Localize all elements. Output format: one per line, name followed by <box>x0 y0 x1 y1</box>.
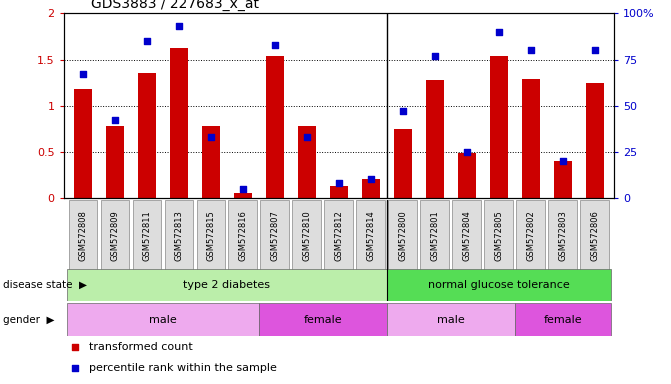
Text: GSM572814: GSM572814 <box>366 210 375 261</box>
FancyBboxPatch shape <box>293 200 321 271</box>
Bar <box>298 126 315 198</box>
FancyBboxPatch shape <box>452 200 481 271</box>
Text: GSM572801: GSM572801 <box>430 210 440 261</box>
Text: male: male <box>437 314 465 325</box>
Point <box>589 47 600 53</box>
Text: GSM572806: GSM572806 <box>590 210 599 261</box>
Point <box>429 53 440 59</box>
FancyBboxPatch shape <box>580 200 609 271</box>
Point <box>433 56 444 63</box>
Point <box>109 117 120 123</box>
Bar <box>170 48 188 198</box>
Text: GSM572803: GSM572803 <box>558 210 567 261</box>
Point <box>238 185 248 192</box>
Point <box>433 248 444 255</box>
Point <box>174 23 185 30</box>
Bar <box>266 56 284 198</box>
Point <box>558 158 568 164</box>
Text: GSM572809: GSM572809 <box>111 210 119 261</box>
Text: male: male <box>149 314 176 325</box>
Text: transformed count: transformed count <box>89 342 193 352</box>
Point <box>462 149 472 155</box>
Bar <box>202 126 219 198</box>
Text: female: female <box>303 314 342 325</box>
Bar <box>138 73 156 198</box>
Bar <box>234 193 252 198</box>
FancyBboxPatch shape <box>548 200 577 271</box>
Text: GSM572805: GSM572805 <box>495 210 503 261</box>
FancyBboxPatch shape <box>67 303 259 336</box>
Text: percentile rank within the sample: percentile rank within the sample <box>89 363 276 373</box>
FancyBboxPatch shape <box>259 303 387 336</box>
Bar <box>74 89 92 198</box>
FancyBboxPatch shape <box>421 200 449 271</box>
Point <box>493 29 504 35</box>
Text: GSM572811: GSM572811 <box>142 210 152 261</box>
Point <box>397 108 408 114</box>
Text: GSM572812: GSM572812 <box>334 210 344 261</box>
Bar <box>394 129 411 198</box>
FancyBboxPatch shape <box>387 303 515 336</box>
Bar <box>586 83 604 198</box>
Point <box>270 42 280 48</box>
FancyBboxPatch shape <box>325 200 353 271</box>
Point <box>366 176 376 182</box>
Text: gender  ▶: gender ▶ <box>3 314 55 325</box>
Text: GSM572816: GSM572816 <box>238 210 248 261</box>
FancyBboxPatch shape <box>260 200 289 271</box>
Point <box>301 134 312 140</box>
Point <box>78 71 89 77</box>
Text: GSM572807: GSM572807 <box>270 210 279 261</box>
Bar <box>458 152 476 198</box>
Bar <box>490 56 507 198</box>
FancyBboxPatch shape <box>68 200 97 271</box>
FancyBboxPatch shape <box>484 200 513 271</box>
Bar <box>554 161 572 198</box>
Text: GSM572813: GSM572813 <box>174 210 183 261</box>
Text: GSM572800: GSM572800 <box>399 210 407 261</box>
Bar <box>106 126 123 198</box>
Bar <box>330 186 348 198</box>
FancyBboxPatch shape <box>356 200 385 271</box>
Point <box>142 38 152 44</box>
FancyBboxPatch shape <box>164 200 193 271</box>
Text: GSM572815: GSM572815 <box>207 210 215 261</box>
Text: disease state  ▶: disease state ▶ <box>3 280 87 290</box>
Bar <box>426 80 444 198</box>
Point <box>525 47 536 53</box>
Bar <box>362 179 380 198</box>
Text: GSM572810: GSM572810 <box>303 210 311 261</box>
FancyBboxPatch shape <box>389 200 417 271</box>
Text: GSM572808: GSM572808 <box>79 210 87 261</box>
Point <box>333 180 344 186</box>
Text: female: female <box>544 314 582 325</box>
Text: type 2 diabetes: type 2 diabetes <box>183 280 270 290</box>
Point <box>205 134 216 140</box>
FancyBboxPatch shape <box>101 200 130 271</box>
Text: GDS3883 / 227683_x_at: GDS3883 / 227683_x_at <box>91 0 259 11</box>
FancyBboxPatch shape <box>67 269 387 301</box>
FancyBboxPatch shape <box>229 200 257 271</box>
Bar <box>522 79 539 198</box>
FancyBboxPatch shape <box>517 200 545 271</box>
FancyBboxPatch shape <box>132 200 161 271</box>
FancyBboxPatch shape <box>387 269 611 301</box>
FancyBboxPatch shape <box>197 200 225 271</box>
Text: GSM572804: GSM572804 <box>462 210 471 261</box>
Text: GSM572802: GSM572802 <box>526 210 535 261</box>
Text: normal glucose tolerance: normal glucose tolerance <box>428 280 570 290</box>
FancyBboxPatch shape <box>515 303 611 336</box>
